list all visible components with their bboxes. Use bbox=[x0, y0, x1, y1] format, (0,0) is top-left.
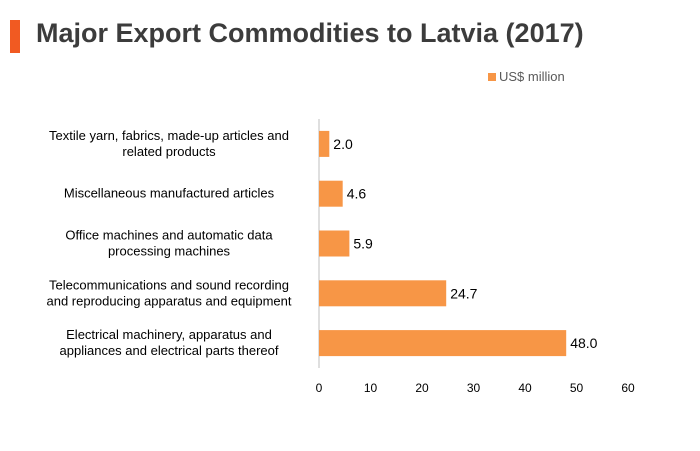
x-tick-label: 50 bbox=[570, 381, 584, 395]
title-accent-bar bbox=[10, 20, 20, 53]
category-label: Textile yarn, fabrics, made-up articles … bbox=[49, 128, 289, 159]
legend: US$ million bbox=[488, 69, 565, 84]
category-label-line: Office machines and automatic data bbox=[65, 228, 273, 243]
category-label: Office machines and automatic data proces… bbox=[65, 228, 273, 259]
category-label-line: processing machines bbox=[108, 244, 231, 259]
category-label-line: Miscellaneous manufactured articles bbox=[64, 186, 275, 201]
category-label: Miscellaneous manufactured articles bbox=[64, 186, 275, 201]
category-label-line: Textile yarn, fabrics, made-up articles … bbox=[49, 128, 289, 143]
x-tick-label: 10 bbox=[364, 381, 378, 395]
category-label-line: Telecommunications and sound recording bbox=[49, 277, 289, 292]
x-tick-label: 60 bbox=[621, 381, 635, 395]
bar bbox=[319, 180, 343, 207]
category-label-line: related products bbox=[122, 144, 216, 159]
bar bbox=[319, 280, 447, 307]
x-tick-label: 20 bbox=[415, 381, 429, 395]
category-label-line: Electrical machinery, apparatus and bbox=[66, 327, 272, 342]
bar bbox=[319, 130, 330, 157]
data-label: 4.6 bbox=[347, 186, 367, 202]
x-tick-label: 40 bbox=[518, 381, 532, 395]
category-label: Electrical machinery, apparatus and appli… bbox=[60, 327, 279, 358]
chart-title: Major Export Commodities to Latvia (2017… bbox=[36, 18, 584, 48]
category-label-line: and reproducing apparatus and equipment bbox=[46, 293, 291, 308]
data-label: 48.0 bbox=[570, 335, 597, 351]
category-label: Telecommunications and sound recording an… bbox=[46, 277, 291, 308]
data-label: 5.9 bbox=[353, 236, 373, 252]
bar bbox=[319, 330, 567, 357]
legend-label: US$ million bbox=[499, 69, 565, 84]
category-label-line: appliances and electrical parts thereof bbox=[60, 343, 279, 358]
x-tick-label: 0 bbox=[316, 381, 323, 395]
x-tick-label: 30 bbox=[467, 381, 481, 395]
legend-swatch bbox=[488, 72, 496, 81]
data-label: 24.7 bbox=[450, 285, 477, 301]
bar bbox=[319, 230, 350, 257]
data-label: 2.0 bbox=[333, 136, 353, 152]
